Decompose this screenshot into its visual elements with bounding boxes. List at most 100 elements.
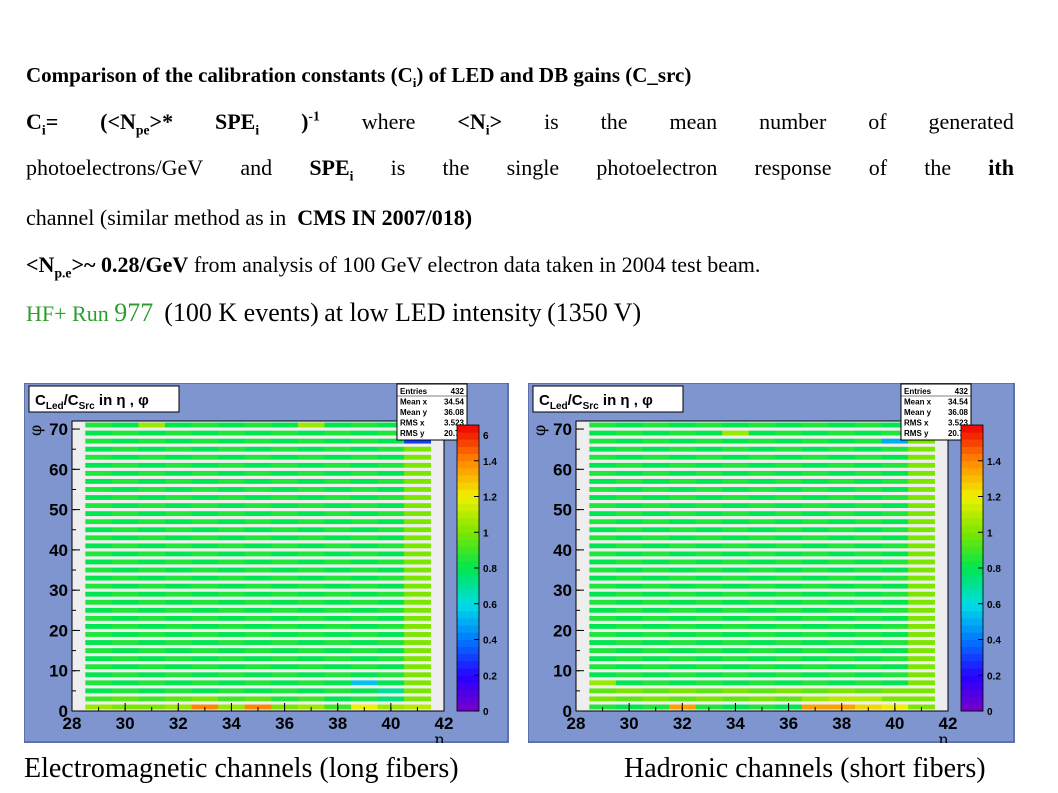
heatmap-cell: [589, 599, 617, 605]
heatmap-cell: [351, 672, 378, 678]
heatmap-cell: [775, 615, 803, 621]
heatmap-cell: [165, 648, 192, 653]
heatmap-cell: [404, 454, 432, 460]
heatmap-cell: [377, 583, 405, 589]
stats-label: Mean x: [904, 398, 932, 407]
heatmap-cell: [722, 551, 750, 557]
heatmap-cell: [85, 495, 113, 500]
heatmap-cell: [297, 535, 325, 541]
heatmap-cell: [775, 599, 803, 605]
npe-line: <Np.e>~ 0.28/GeV from analysis of 100 Ge…: [26, 252, 761, 281]
heatmap-cell: [589, 479, 617, 484]
heatmap-cell: [669, 527, 696, 533]
z-tick-label: 0: [483, 707, 489, 718]
heatmap-cell: [218, 519, 246, 525]
color-scale-segment: [961, 482, 983, 490]
heatmap-cell: [404, 583, 432, 589]
heatmap-cell: [244, 591, 272, 597]
heatmap-cell: [244, 495, 272, 500]
heatmap-cell: [828, 438, 856, 444]
heatmap-cell: [111, 543, 139, 549]
heatmap-em-panel: 28 30 32 34 36 38 40 42 η 0 10 20 30 40 50 60 70 φ CLed/CS…: [24, 383, 509, 743]
heatmap-cell: [297, 624, 325, 629]
heatmap-cell: [615, 511, 643, 517]
color-scale-segment: [961, 682, 983, 690]
heatmap-cell: [828, 430, 856, 436]
heatmap-cell: [722, 624, 750, 629]
heatmap-cell: [218, 479, 246, 484]
y-tick-label: 60: [553, 460, 572, 479]
heatmap-cell: [324, 479, 352, 484]
heatmap-cell: [111, 551, 139, 557]
heatmap-cell: [828, 543, 856, 549]
heatmap-cell: [377, 543, 405, 549]
heatmap-cell: [881, 535, 909, 541]
color-scale-segment: [457, 639, 479, 648]
heatmap-cell: [669, 632, 696, 637]
z-tick-label: 0.8: [987, 564, 1001, 575]
heatmap-cell: [642, 551, 670, 557]
heatmap-cell: [801, 632, 829, 637]
heatmap-cell: [748, 511, 776, 517]
heatmap-cell: [271, 696, 299, 702]
heatmap-cell: [271, 446, 299, 452]
heatmap-cell: [775, 487, 803, 492]
heatmap-cell: [191, 575, 219, 581]
heatmap-cell: [589, 543, 617, 549]
x-tick-label: 34: [222, 714, 241, 733]
heatmap-cell: [218, 462, 246, 468]
heatmap-cell: [748, 664, 776, 670]
heatmap-cell: [111, 680, 139, 686]
heatmap-cell: [642, 648, 670, 653]
heatmap-cell: [165, 422, 192, 428]
heatmap-cell: [669, 672, 696, 678]
heatmap-cell: [695, 462, 723, 468]
heatmap-cell: [828, 632, 856, 637]
heatmap-cell: [191, 479, 219, 484]
heatmap-cell: [111, 640, 139, 645]
heatmap-cell: [244, 632, 272, 637]
color-scale-segment: [457, 439, 479, 447]
heatmap-cell: [138, 656, 166, 662]
color-scale-segment: [457, 603, 479, 612]
heatmap-cell: [748, 446, 776, 452]
heatmap-cell: [908, 591, 936, 597]
heatmap-cell: [244, 656, 272, 662]
heatmap-cell: [722, 559, 750, 565]
plot-area: [576, 421, 948, 711]
heatmap-cell: [589, 688, 617, 694]
heatmap-cell: [828, 503, 856, 508]
x-tick-label: 40: [885, 714, 904, 733]
heatmap-cell: [881, 591, 909, 597]
heatmap-cell: [297, 680, 325, 686]
heatmap-cell: [615, 422, 643, 428]
heatmap-cell: [615, 680, 643, 686]
heatmap-cell: [324, 446, 352, 452]
heatmap-cell: [218, 607, 246, 613]
heatmap-cell: [271, 535, 299, 541]
heatmap-cell: [404, 519, 432, 525]
x-tick-label: 38: [328, 714, 347, 733]
heatmap-cell: [589, 624, 617, 629]
z-tick-label: 6: [483, 431, 489, 442]
heatmap-cell: [855, 591, 882, 597]
heatmap-cell: [191, 607, 219, 613]
heatmap-cell: [801, 615, 829, 621]
heatmap-cell: [297, 430, 325, 436]
heatmap-cell: [615, 599, 643, 605]
heatmap-cell: [828, 599, 856, 605]
heatmap-cell: [642, 599, 670, 605]
heatmap-cell: [165, 696, 192, 702]
heatmap-cell: [615, 543, 643, 549]
heatmap-cell: [351, 535, 378, 541]
heatmap-cell: [404, 599, 432, 605]
heatmap-cell: [271, 462, 299, 468]
heatmap-cell: [138, 535, 166, 541]
heatmap-cell: [297, 495, 325, 500]
heatmap-cell: [351, 519, 378, 525]
heatmap-cell: [908, 672, 936, 678]
z-tick-label: 0.4: [987, 636, 1001, 647]
heatmap-cell: [351, 567, 378, 573]
heatmap-cell: [244, 511, 272, 517]
heatmap-cell: [351, 422, 378, 428]
